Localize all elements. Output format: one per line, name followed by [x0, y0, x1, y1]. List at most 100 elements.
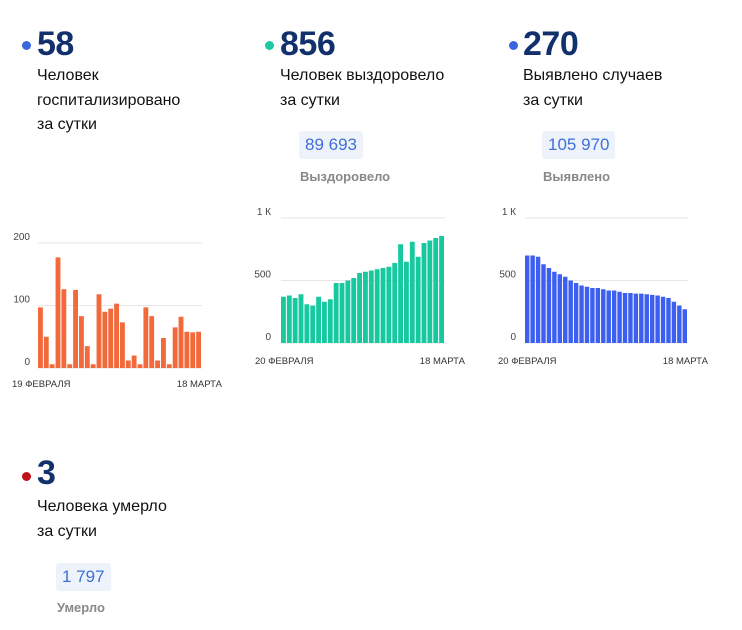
x-end-label: 18 МАРТА: [420, 356, 466, 367]
bar: [398, 244, 403, 343]
bar: [601, 289, 606, 343]
bar: [316, 296, 321, 343]
bar: [541, 264, 546, 343]
bar: [644, 294, 649, 343]
bar: [617, 291, 622, 343]
y-tick-label: 200: [13, 232, 30, 243]
bar: [655, 295, 660, 343]
bar: [73, 289, 78, 369]
bar: [415, 256, 421, 343]
bar: [155, 360, 160, 368]
chart-hospitalized: 0 100 200 19 ФЕВРАЛЯ 18 МАРТА: [12, 232, 223, 390]
bar: [579, 285, 584, 343]
x-start-label: 20 ФЕВРАЛЯ: [498, 356, 557, 367]
bar: [125, 360, 131, 368]
stat-label: Человек выздоровело за сутки: [280, 67, 445, 109]
bar: [286, 295, 292, 343]
indicator-dot: [22, 472, 31, 481]
bar: [345, 280, 351, 343]
bar: [322, 301, 327, 343]
bar: [368, 270, 374, 343]
bar: [166, 364, 172, 368]
stat-label: Человек госпитализировано за сутки: [37, 67, 181, 133]
bar: [606, 290, 611, 343]
bar: [682, 309, 687, 343]
bar: [611, 290, 617, 343]
bar: [102, 311, 108, 368]
bar: [380, 268, 386, 343]
total-detected-label: Выявлено: [543, 169, 611, 184]
bar: [433, 238, 439, 343]
total-deaths-badge: 1 797: [56, 563, 111, 591]
bar: [161, 338, 166, 368]
bar: [530, 255, 535, 343]
y-tick-label: 500: [499, 270, 516, 281]
y-tick-label: 0: [510, 332, 516, 343]
bar: [392, 263, 398, 343]
bar: [67, 364, 73, 368]
bar: [633, 293, 639, 344]
bar: [386, 266, 392, 343]
bar: [327, 299, 333, 343]
stat-number: 270: [523, 25, 579, 63]
bar: [90, 364, 96, 368]
bar: [649, 294, 655, 344]
chart-detected: 0 500 1 К 20 ФЕВРАЛЯ 18 МАРТА: [498, 207, 709, 367]
bar: [409, 241, 415, 343]
x-end-label: 18 МАРТА: [177, 379, 223, 390]
bar: [357, 273, 362, 343]
bar: [339, 283, 345, 343]
bar: [137, 364, 143, 368]
total-recovered-label: Выздоровело: [300, 169, 391, 184]
y-tick-label: 500: [254, 270, 271, 281]
bar: [178, 316, 184, 368]
x-start-label: 20 ФЕВРАЛЯ: [255, 356, 314, 367]
stat-label: Выявлено случаев за сутки: [523, 67, 663, 109]
y-tick-label: 100: [13, 295, 30, 306]
bar: [535, 256, 541, 343]
bar: [363, 271, 368, 343]
bar: [525, 255, 530, 343]
bar: [61, 289, 67, 368]
bar: [421, 243, 427, 343]
bar: [79, 316, 84, 369]
bar: [622, 293, 628, 343]
bar: [96, 294, 102, 368]
bar: [184, 331, 190, 368]
stat-label: Человека умерло за сутки: [37, 498, 167, 540]
bar: [143, 307, 149, 369]
bar: [304, 304, 310, 343]
bar: [196, 331, 201, 368]
bar: [84, 346, 90, 369]
bar: [298, 294, 304, 343]
indicator-dot: [22, 41, 31, 50]
y-tick-label: 1 К: [502, 207, 516, 218]
bar: [584, 286, 590, 343]
bar: [595, 288, 601, 343]
x-start-label: 19 ФЕВРАЛЯ: [12, 379, 71, 390]
total-deaths-label: Умерло: [57, 600, 105, 615]
bar: [292, 298, 298, 343]
y-tick-label: 1 К: [257, 207, 271, 218]
y-tick-label: 0: [265, 332, 271, 343]
bar: [108, 308, 114, 369]
total-recovered-badge: 89 693: [299, 131, 363, 159]
x-end-label: 18 МАРТА: [663, 356, 709, 367]
stat-number: 3: [37, 454, 56, 492]
bar: [333, 283, 339, 343]
bar: [38, 307, 43, 369]
bar: [639, 293, 644, 344]
bar: [439, 236, 444, 343]
bar: [677, 305, 682, 343]
chart-recovered: 0 500 1 К 20 ФЕВРАЛЯ 18 МАРТА: [254, 207, 466, 367]
bar: [131, 355, 137, 368]
y-tick-label: 0: [24, 357, 30, 368]
bar: [43, 336, 49, 368]
bar: [628, 293, 633, 343]
bar: [573, 283, 579, 343]
bar: [568, 280, 573, 343]
bar: [404, 261, 409, 343]
bar: [310, 305, 316, 343]
bar: [671, 301, 677, 343]
bar: [563, 276, 568, 343]
